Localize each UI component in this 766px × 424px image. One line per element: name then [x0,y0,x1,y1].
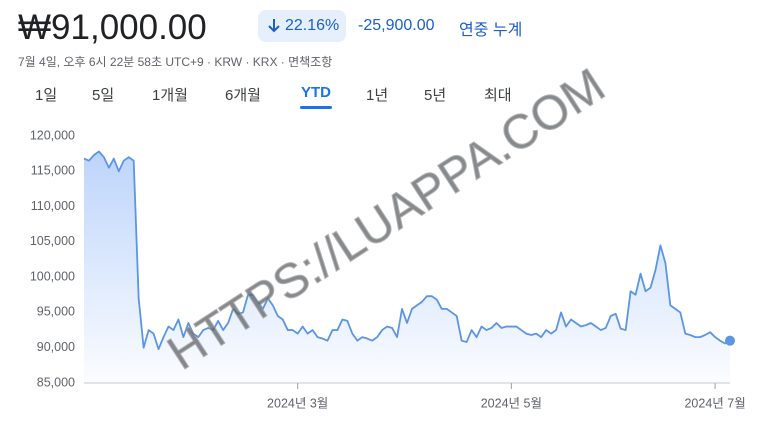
area-fill [84,151,730,383]
change-percent: 22.16% [285,17,340,34]
range-tab[interactable]: 최대 [484,87,512,104]
range-tab[interactable]: 1년 [366,87,389,104]
period-label: 연중 누계 [459,22,523,39]
change-badge [258,10,346,42]
watermark: HTTPS://LUAPPA.COM [159,59,614,380]
price: ₩91,000.00 [18,8,207,47]
y-tick-label: 85,000 [37,375,75,389]
price-line [83,150,731,351]
last-point [725,335,735,346]
y-tick-label: 100,000 [30,269,75,283]
x-tick-label: 2024년 5월 [481,396,542,410]
range-tab[interactable]: 5일 [92,87,115,104]
down-arrow-icon [268,19,280,33]
range-tab[interactable]: 1일 [35,87,58,104]
y-tick-label: 110,000 [31,199,75,213]
x-tick-label: 2024년 3월 [267,396,328,410]
y-tick-label: 95,000 [37,305,75,319]
x-tick-label: 2024년 7월 [684,396,745,410]
y-tick-label: 90,000 [37,340,75,354]
range-tab[interactable]: 1개월 [152,87,188,104]
range-tab[interactable]: 5년 [424,87,447,104]
tab-underline [300,106,332,109]
range-tab[interactable]: YTD [301,84,331,101]
y-tick-label: 105,000 [30,234,75,248]
range-tab[interactable]: 6개월 [225,87,261,104]
change-amount: -25,900.00 [358,17,435,34]
y-tick-label: 115,000 [31,164,75,178]
subtitle: 7월 4일, 오후 6시 22분 58초 UTC+9 · KRW · KRX ·… [18,55,333,69]
y-tick-label: 120,000 [30,128,75,142]
